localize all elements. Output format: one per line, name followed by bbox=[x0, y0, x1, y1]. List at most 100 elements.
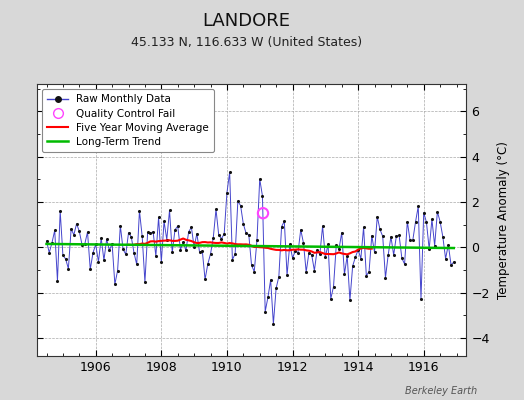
Point bbox=[53, 278, 62, 284]
Point bbox=[206, 251, 215, 257]
Point bbox=[168, 249, 177, 256]
Point bbox=[294, 249, 302, 256]
Point bbox=[111, 281, 119, 287]
Point bbox=[81, 241, 89, 247]
Point bbox=[381, 274, 390, 281]
Point bbox=[430, 242, 439, 249]
Point bbox=[337, 229, 346, 236]
Point bbox=[286, 241, 294, 248]
Point bbox=[42, 238, 51, 244]
Point bbox=[297, 226, 305, 233]
Point bbox=[89, 250, 97, 256]
Point bbox=[400, 261, 409, 267]
Point bbox=[133, 261, 141, 268]
Point bbox=[269, 321, 278, 327]
Point bbox=[162, 236, 171, 243]
Point bbox=[146, 230, 155, 236]
Point bbox=[141, 279, 149, 285]
Point bbox=[340, 271, 348, 277]
Point bbox=[387, 234, 395, 240]
Point bbox=[78, 242, 86, 248]
Point bbox=[351, 254, 359, 260]
Point bbox=[335, 246, 343, 252]
Point bbox=[119, 246, 127, 252]
Point bbox=[261, 308, 269, 315]
Text: LANDORE: LANDORE bbox=[202, 12, 290, 30]
Point bbox=[75, 228, 83, 235]
Point bbox=[277, 224, 286, 230]
Point bbox=[92, 241, 100, 248]
Point bbox=[422, 219, 431, 226]
Point bbox=[72, 220, 81, 227]
Point bbox=[124, 230, 133, 236]
Point bbox=[433, 208, 442, 215]
Point bbox=[171, 226, 179, 233]
Point bbox=[359, 224, 368, 230]
Point bbox=[103, 236, 111, 242]
Point bbox=[166, 207, 174, 214]
Point bbox=[378, 233, 387, 240]
Point bbox=[61, 256, 70, 262]
Point bbox=[272, 285, 280, 292]
Point bbox=[346, 297, 354, 304]
Point bbox=[212, 206, 220, 212]
Point bbox=[354, 246, 362, 253]
Point bbox=[441, 256, 450, 262]
Point bbox=[190, 244, 198, 250]
Point bbox=[247, 262, 256, 268]
Point bbox=[406, 237, 414, 244]
Point bbox=[291, 248, 299, 254]
Point bbox=[253, 237, 261, 243]
Point bbox=[155, 214, 163, 220]
Point bbox=[100, 257, 108, 263]
Point bbox=[258, 193, 267, 199]
Point bbox=[108, 240, 116, 247]
Point bbox=[414, 203, 422, 210]
Point bbox=[225, 169, 234, 175]
Point bbox=[326, 296, 335, 302]
Point bbox=[195, 249, 204, 256]
Point bbox=[116, 222, 125, 229]
Point bbox=[308, 252, 316, 258]
Point bbox=[193, 230, 201, 237]
Point bbox=[198, 248, 206, 254]
Point bbox=[259, 210, 267, 216]
Point bbox=[160, 218, 168, 225]
Point bbox=[398, 255, 406, 262]
Point bbox=[389, 252, 398, 258]
Point bbox=[220, 230, 228, 237]
Point bbox=[324, 241, 332, 248]
Point bbox=[179, 239, 188, 246]
Point bbox=[283, 272, 291, 278]
Point bbox=[56, 208, 64, 214]
Point bbox=[187, 224, 195, 230]
Point bbox=[417, 296, 425, 302]
Point bbox=[45, 250, 53, 256]
Point bbox=[365, 268, 373, 275]
Point bbox=[130, 250, 138, 256]
Point bbox=[83, 229, 92, 235]
Point bbox=[321, 254, 330, 260]
Point bbox=[48, 240, 56, 246]
Point bbox=[209, 235, 217, 241]
Point bbox=[267, 276, 275, 283]
Point bbox=[373, 214, 381, 220]
Point bbox=[319, 223, 327, 229]
Point bbox=[425, 246, 433, 252]
Point bbox=[184, 229, 193, 235]
Y-axis label: Temperature Anomaly (°C): Temperature Anomaly (°C) bbox=[497, 141, 509, 299]
Point bbox=[439, 234, 447, 240]
Point bbox=[239, 221, 247, 227]
Point bbox=[315, 251, 324, 258]
Point bbox=[436, 218, 444, 225]
Point bbox=[357, 255, 365, 262]
Point bbox=[447, 262, 455, 268]
Point bbox=[310, 267, 319, 274]
Point bbox=[94, 258, 103, 265]
Point bbox=[113, 268, 122, 274]
Point bbox=[182, 247, 190, 254]
Point bbox=[264, 294, 272, 300]
Point bbox=[234, 198, 242, 204]
Legend: Raw Monthly Data, Quality Control Fail, Five Year Moving Average, Long-Term Tren: Raw Monthly Data, Quality Control Fail, … bbox=[42, 89, 214, 152]
Point bbox=[127, 234, 135, 240]
